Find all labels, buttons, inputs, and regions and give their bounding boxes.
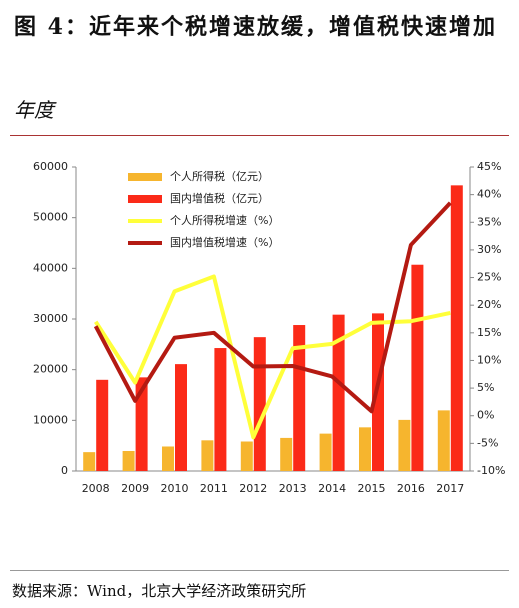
bar: [96, 379, 109, 471]
divider: [10, 570, 509, 571]
y2-tick-label: 15%: [477, 326, 501, 339]
y2-tick-label: 20%: [477, 298, 501, 311]
x-tick-label: 2016: [397, 482, 425, 495]
bar: [437, 410, 450, 471]
y2-tick-label: 5%: [477, 381, 494, 394]
x-tick-label: 2012: [239, 482, 267, 495]
y2-tick-label: -10%: [477, 464, 505, 477]
x-tick-label: 2017: [436, 482, 464, 495]
title: 图 4：近年来个税增速放缓，增值税快速增加: [14, 14, 497, 40]
bar: [319, 433, 332, 471]
bar: [135, 377, 148, 471]
bar: [359, 427, 371, 471]
x-tick-label: 2011: [200, 482, 228, 495]
y2-tick-label: 25%: [477, 271, 501, 284]
legend-label: 个人所得税增速（%）: [170, 213, 279, 227]
y2-tick-label: 35%: [477, 215, 501, 228]
bar: [411, 264, 424, 471]
x-tick-label: 2008: [82, 482, 110, 495]
bar: [83, 452, 96, 471]
x-tick-label: 2015: [358, 482, 386, 495]
legend-swatch: [128, 195, 162, 203]
unit: 年度: [14, 98, 54, 122]
y2-tick-label: 45%: [477, 160, 501, 173]
line: [93, 201, 452, 414]
y-tick-label: 20000: [33, 363, 68, 376]
bar: [332, 314, 345, 471]
bar: [280, 437, 293, 471]
bar: [253, 337, 266, 471]
divider: [10, 135, 509, 136]
y-tick-label: 40000: [33, 261, 68, 274]
y-tick-label: 30000: [33, 312, 68, 325]
y-tick-label: 10000: [33, 413, 68, 426]
x-tick-label: 2010: [161, 482, 189, 495]
bar: [293, 325, 306, 471]
legend-label: 国内增值税增速（%）: [170, 235, 279, 249]
y-tick-label: 50000: [33, 211, 68, 224]
x-tick-label: 2014: [318, 482, 346, 495]
legend-label: 个人所得税（亿元）: [170, 169, 269, 183]
source: 数据来源：Wind，北京大学经济政策研究所: [12, 582, 307, 600]
bar: [175, 364, 187, 471]
y2-tick-label: 10%: [477, 353, 501, 366]
bar: [450, 185, 463, 471]
y2-tick-label: -5%: [477, 436, 498, 449]
x-tick-label: 2013: [279, 482, 307, 495]
bar: [398, 419, 411, 471]
y2-tick-label: 30%: [477, 243, 501, 256]
bar: [214, 348, 227, 471]
y2-tick-label: 0%: [477, 409, 494, 422]
bar: [201, 440, 214, 471]
legend-swatch: [128, 173, 162, 181]
x-tick-label: 2009: [121, 482, 149, 495]
y-tick-label: 60000: [33, 160, 68, 173]
legend-label: 国内增值税（亿元）: [170, 191, 269, 205]
bar: [240, 441, 253, 471]
bar: [122, 450, 135, 471]
y2-tick-label: 40%: [477, 188, 501, 201]
bar: [162, 446, 174, 471]
y-tick-label: 0: [61, 464, 68, 477]
